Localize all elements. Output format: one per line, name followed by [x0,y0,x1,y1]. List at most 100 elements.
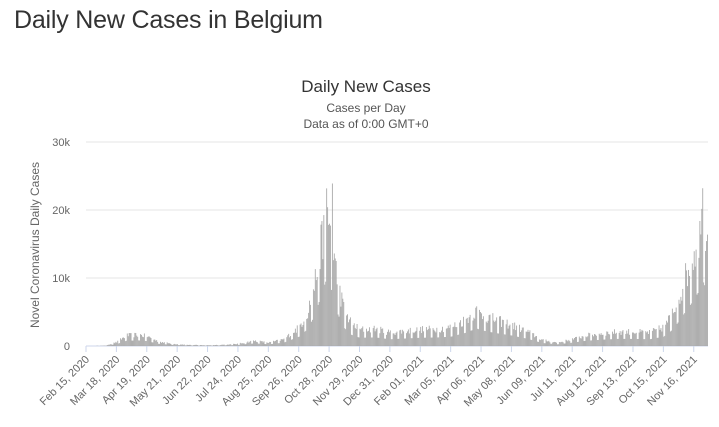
daily-case-bar [706,241,707,346]
daily-case-bar [462,326,463,346]
daily-case-bar [149,336,150,346]
daily-case-bar [415,332,416,346]
daily-case-bar [582,336,583,346]
daily-case-bar [336,261,337,346]
daily-case-bar [252,344,253,346]
daily-case-bar [603,335,604,346]
daily-case-bar [552,342,553,346]
daily-case-bar [297,325,298,346]
daily-case-bar [452,336,453,346]
daily-case-bar [266,342,267,346]
daily-case-bar [626,331,627,346]
daily-case-bar [235,344,236,346]
daily-case-bar [689,276,690,346]
daily-case-bar [578,342,579,346]
daily-case-bar [535,336,536,346]
daily-case-bar [493,321,494,346]
daily-case-bar [597,340,598,346]
daily-case-bar [153,340,154,346]
daily-case-bar [339,317,340,346]
daily-case-bar [694,251,695,346]
daily-case-bar [378,338,379,346]
daily-case-bar [316,280,317,346]
daily-case-bar [669,315,670,346]
daily-case-bar [361,328,362,346]
daily-case-bar [679,300,680,346]
daily-case-bar [171,345,172,346]
daily-case-bar [265,344,266,346]
daily-case-bar [531,340,532,346]
daily-case-bar [147,337,148,346]
daily-case-bar [334,253,335,346]
daily-case-bar [404,339,405,346]
daily-case-bar [192,345,193,346]
daily-case-bar [112,345,113,346]
daily-case-bar [471,331,472,346]
daily-case-bar [322,221,323,346]
daily-case-bar [494,322,495,346]
daily-case-bar [178,345,179,346]
daily-case-bar [652,331,653,346]
daily-case-bar [583,337,584,346]
daily-case-bar [508,329,509,346]
daily-case-bar [555,342,556,346]
daily-case-bar [138,340,139,346]
daily-case-bar [155,341,156,346]
daily-case-bar [215,345,216,346]
daily-case-bar [639,333,640,346]
daily-case-bar [337,284,338,346]
daily-case-bar [445,337,446,346]
daily-case-bar [678,322,679,346]
daily-case-bar [457,335,458,346]
daily-case-bar [602,335,603,346]
daily-case-bar [293,333,294,346]
daily-case-bar [647,331,648,346]
daily-case-bar [413,332,414,346]
daily-case-bar [519,325,520,346]
daily-case-bar [640,329,641,346]
daily-case-bar [169,343,170,346]
daily-case-bar [371,337,372,346]
daily-case-bar [354,323,355,346]
y-tick-label: 30k [52,137,70,149]
daily-case-bar [345,329,346,346]
daily-case-bar [691,303,692,346]
daily-case-bar [612,332,613,346]
daily-case-bar [541,339,542,346]
daily-case-bar [296,333,297,346]
daily-case-bar [351,335,352,346]
daily-case-bar [389,332,390,346]
daily-case-bar [601,333,602,346]
daily-case-bar [219,345,220,346]
daily-case-bar [551,344,552,346]
daily-case-bar [123,338,124,346]
daily-case-bar [610,339,611,346]
daily-case-bar [380,327,381,346]
daily-case-bar [565,343,566,346]
daily-case-bar [384,339,385,346]
daily-case-bar [618,339,619,346]
daily-case-bar [390,330,391,346]
daily-case-bar [196,345,197,346]
daily-case-bar [458,335,459,346]
daily-case-bar [216,345,217,346]
daily-case-bar [512,323,513,346]
daily-case-bar [220,345,221,346]
daily-case-bar [412,338,413,346]
daily-case-bar [137,337,138,346]
daily-case-bar [383,333,384,346]
daily-case-bar [417,338,418,346]
daily-case-bar [267,343,268,346]
daily-case-bar [259,344,260,346]
daily-case-bar [419,331,420,346]
daily-case-bar [222,345,223,346]
daily-case-bar [246,343,247,346]
daily-case-bar [152,342,153,346]
daily-case-bar [586,337,587,346]
daily-case-bar [469,317,470,346]
daily-case-bar [136,336,137,346]
daily-case-bar [486,322,487,346]
daily-case-bar [517,337,518,346]
daily-case-bar [642,330,643,346]
